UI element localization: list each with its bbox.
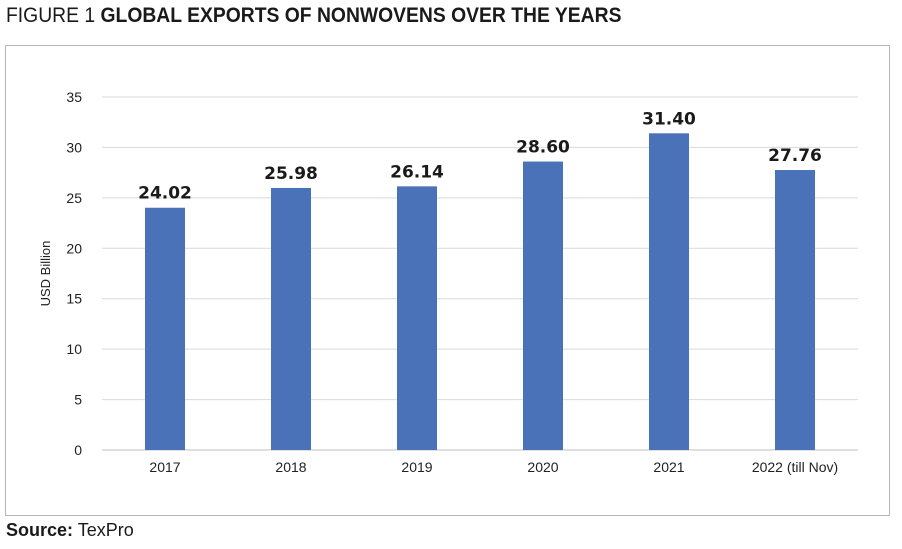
x-tick-label: 2018 <box>275 459 306 475</box>
source-label: Source: <box>6 520 74 540</box>
figure-main-title: GLOBAL EXPORTS OF NONWOVENS OVER THE YEA… <box>100 4 622 27</box>
y-axis-label: USD Billion <box>38 241 53 307</box>
bar <box>775 170 815 450</box>
figure-title: FIGURE 1 GLOBAL EXPORTS OF NONWOVENS OVE… <box>6 4 621 28</box>
bar <box>145 207 185 450</box>
x-tick-label: 2019 <box>401 459 432 475</box>
bar <box>397 186 437 450</box>
y-tick-label: 0 <box>74 442 82 458</box>
data-label: 27.76 <box>768 146 822 166</box>
data-label: 24.02 <box>138 184 192 204</box>
y-tick-label: 15 <box>66 291 82 307</box>
y-tick-label: 25 <box>66 190 82 206</box>
y-tick-label: 5 <box>74 392 82 408</box>
data-label: 28.60 <box>516 138 570 158</box>
bar <box>649 133 689 450</box>
y-tick-label: 30 <box>66 139 82 155</box>
source-value: TexPro <box>77 520 134 540</box>
data-label: 31.40 <box>642 109 696 129</box>
y-tick-label: 10 <box>66 341 82 357</box>
bar <box>271 187 311 450</box>
x-tick-label: 2021 <box>653 459 684 475</box>
figure-prefix: FIGURE 1 <box>6 4 96 27</box>
bar <box>523 161 563 450</box>
data-label: 25.98 <box>264 164 318 184</box>
x-tick-label: 2020 <box>527 459 558 475</box>
data-label: 26.14 <box>390 162 444 182</box>
y-tick-label: 20 <box>66 240 82 256</box>
x-tick-label: 2022 (till Nov) <box>752 459 838 475</box>
y-tick-label: 35 <box>66 89 82 105</box>
source-note: Source: TexPro <box>6 520 134 541</box>
x-tick-label: 2017 <box>149 459 180 475</box>
